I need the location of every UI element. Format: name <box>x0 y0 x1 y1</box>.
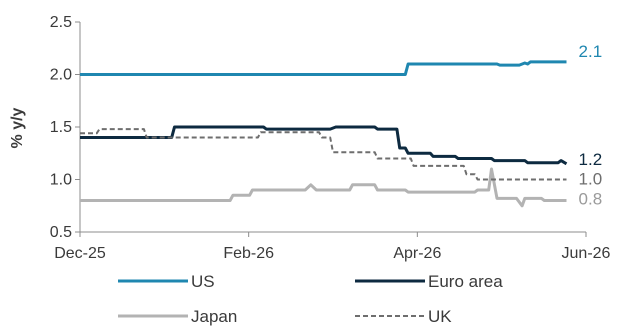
y-tick-label-1-0: 1.0 <box>50 172 72 189</box>
legend-label-us: US <box>191 272 215 291</box>
series-line-euro-area <box>80 125 568 166</box>
series-line-japan <box>80 167 567 208</box>
legend-label-uk: UK <box>428 307 452 326</box>
series-line-us <box>80 60 567 76</box>
end-label-us: 2.1 <box>579 42 603 61</box>
y-axis-title: % y/y <box>9 107 26 148</box>
legend-label-japan: Japan <box>191 307 237 326</box>
x-tick-label-jun-26: Jun-26 <box>562 245 611 262</box>
x-tick-label-feb-26: Feb-26 <box>223 245 274 262</box>
y-tick-label-2-0: 2.0 <box>50 67 72 84</box>
end-label-japan: 0.8 <box>579 190 603 209</box>
end-label-uk: 1.0 <box>579 170 603 189</box>
x-tick-label-dec-25: Dec-25 <box>54 245 106 262</box>
y-tick-label-0-5: 0.5 <box>50 224 72 241</box>
end-labels: 2.1 1.2 0.81.0 <box>579 42 603 209</box>
end-label-euro-area: 1.2 <box>579 150 603 169</box>
legend: US Euro area Japan UK <box>118 272 503 326</box>
legend-label-euro-area: Euro area <box>428 272 503 291</box>
series-line-uk <box>80 128 567 181</box>
series-layer <box>80 60 568 208</box>
axes: 0.5 1.0 1.5 2.0 2.5 Dec-25 Feb-26 Apr-26 Jun-26 <box>50 14 611 262</box>
y-tick-label-2-5: 2.5 <box>50 14 72 31</box>
x-tick-label-apr-26: Apr-26 <box>393 245 441 262</box>
y-tick-label-1-5: 1.5 <box>50 119 72 136</box>
